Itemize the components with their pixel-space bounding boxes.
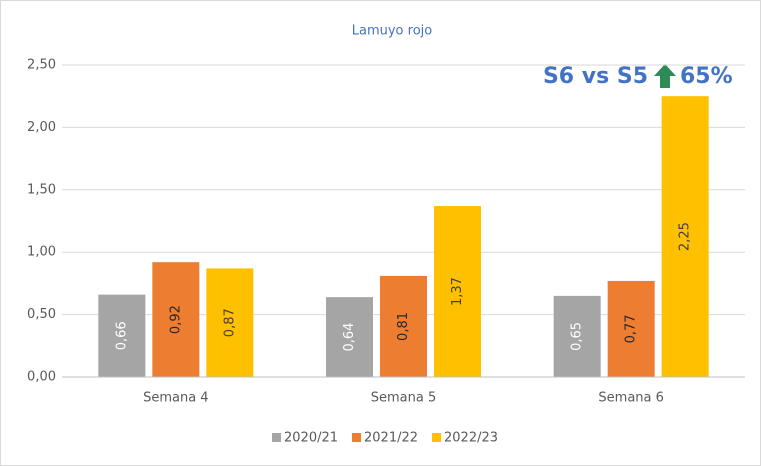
data-label: 0,64 — [342, 323, 357, 352]
x-tick-label: Semana 4 — [143, 391, 209, 406]
legend-swatch — [352, 433, 361, 442]
y-tick-label: 2,50 — [27, 58, 56, 73]
legend-label: 2020/21 — [284, 431, 338, 446]
data-label: 1,37 — [450, 277, 465, 306]
legend-label: 2022/23 — [444, 431, 498, 446]
bar — [98, 294, 146, 377]
bar — [380, 275, 427, 377]
y-tick-label: 0,00 — [27, 370, 56, 385]
x-tick-label: Semana 5 — [371, 391, 437, 406]
bar — [434, 206, 481, 377]
data-label: 0,87 — [222, 308, 237, 337]
data-label: 2,25 — [678, 222, 693, 251]
bar — [152, 262, 200, 377]
legend-label: 2021/22 — [364, 431, 418, 446]
data-label: 0,81 — [396, 312, 411, 341]
legend-swatch — [432, 433, 441, 442]
y-tick-label: 1,50 — [27, 182, 56, 197]
data-label: 0,66 — [114, 321, 129, 350]
y-tick-label: 1,00 — [27, 245, 56, 260]
x-tick-label: Semana 6 — [598, 391, 664, 406]
legend-swatch — [272, 433, 281, 442]
arrow-up-icon — [654, 64, 676, 88]
bar — [206, 268, 254, 377]
bar — [661, 96, 709, 377]
annotation-text: S6 vs S5 — [543, 64, 648, 89]
y-tick-label: 0,50 — [27, 307, 56, 322]
y-tick-label: 2,00 — [27, 120, 56, 135]
data-label: 0,65 — [570, 322, 585, 351]
bar — [607, 280, 655, 377]
chart-title: Lamuyo rojo — [352, 24, 433, 39]
data-label: 0,77 — [624, 314, 639, 343]
data-label: 0,92 — [168, 305, 183, 334]
bar — [553, 295, 601, 377]
annotation-change: 65% — [680, 64, 733, 89]
bar — [326, 297, 373, 377]
